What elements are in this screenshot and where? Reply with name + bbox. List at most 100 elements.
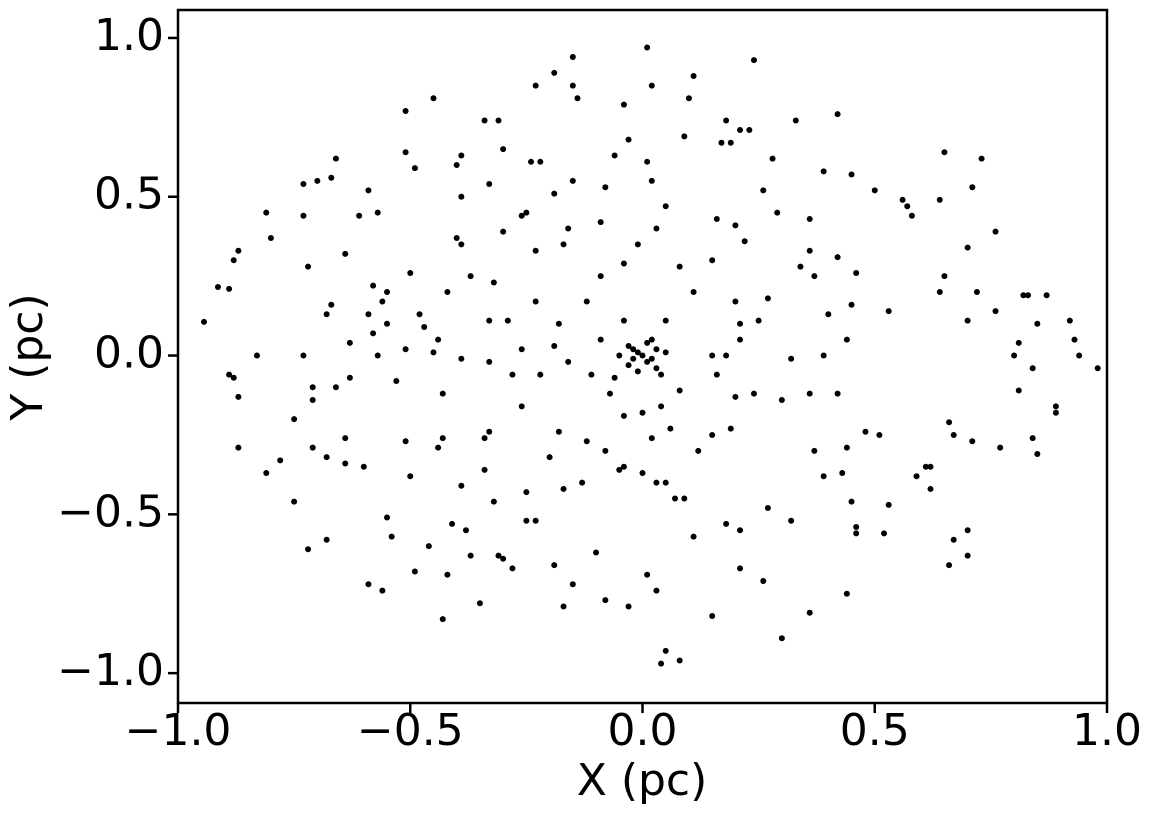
scatter-point [634, 241, 641, 248]
scatter-point [732, 393, 739, 400]
scatter-point [848, 171, 855, 178]
scatter-point [737, 320, 744, 327]
scatter-point [356, 212, 363, 219]
scatter-point [625, 603, 632, 610]
scatter-point [709, 352, 716, 359]
scatter-point [616, 352, 623, 359]
scatter-point [1025, 292, 1032, 299]
scatter-point [1015, 387, 1022, 394]
scatter-point [388, 533, 395, 540]
scatter-point [899, 196, 906, 203]
scatter-point [523, 517, 530, 524]
scatter-point [1052, 409, 1059, 416]
scatter-point [644, 571, 651, 578]
scatter-point [1029, 365, 1036, 372]
x-tick-label: 0.0 [608, 705, 678, 756]
scatter-point [616, 466, 623, 473]
scatter-point [853, 269, 860, 276]
scatter-point [300, 352, 307, 359]
scatter-point [848, 301, 855, 308]
scatter-point [611, 152, 618, 159]
scatter-point [936, 196, 943, 203]
scatter-point [760, 187, 767, 194]
scatter-point [774, 209, 781, 216]
scatter-point [486, 181, 493, 188]
scatter-point [620, 317, 627, 324]
scatter-point [639, 409, 646, 416]
scatter-point [606, 390, 613, 397]
scatter-point [843, 590, 850, 597]
scatter-point [1015, 339, 1022, 346]
scatter-point [574, 95, 581, 102]
scatter-point [806, 609, 813, 616]
scatter-point [662, 349, 669, 356]
scatter-point [305, 546, 312, 553]
scatter-point [528, 158, 535, 165]
scatter-point [644, 158, 651, 165]
scatter-point [407, 473, 414, 480]
scatter-point [806, 215, 813, 222]
scatter-point [927, 485, 934, 492]
scatter-point [620, 412, 627, 419]
scatter-point [648, 336, 655, 343]
scatter-point [402, 346, 409, 353]
scatter-point [439, 390, 446, 397]
scatter-point [653, 346, 660, 353]
scatter-point [300, 212, 307, 219]
scatter-point [444, 289, 451, 296]
scatter-point [1071, 336, 1078, 343]
scatter-point [713, 371, 720, 378]
scatter-point [806, 247, 813, 254]
scatter-point [969, 438, 976, 445]
scatter-point [1034, 451, 1041, 458]
scatter-point [992, 228, 999, 235]
scatter-point [332, 384, 339, 391]
scatter-point [737, 336, 744, 343]
scatter-point [555, 320, 562, 327]
scatter-point [201, 318, 208, 325]
y-axis-label: Y (pc) [2, 293, 53, 421]
scatter-point [565, 225, 572, 232]
scatter-point [235, 247, 242, 254]
scatter-point [1066, 317, 1073, 324]
scatter-point [309, 397, 316, 404]
scatter-point [755, 317, 762, 324]
scatter-point [490, 279, 497, 286]
scatter-point [922, 463, 929, 470]
scatter-point [332, 155, 339, 162]
x-axis-label: X (pc) [577, 755, 708, 806]
scatter-point [658, 660, 665, 667]
scatter-point [746, 127, 753, 134]
y-tick-label: 0.0 [94, 328, 164, 379]
scatter-point [941, 273, 948, 280]
scatter-point [504, 317, 511, 324]
scatter-point [444, 571, 451, 578]
scatter-point [291, 416, 298, 423]
scatter-point [560, 485, 567, 492]
scatter-point [583, 298, 590, 305]
scatter-point [950, 431, 957, 438]
scatter-point [393, 377, 400, 384]
scatter-point [625, 362, 632, 369]
scatter-point [569, 581, 576, 588]
scatter-point [964, 527, 971, 534]
scatter-point [750, 390, 757, 397]
scatter-point [834, 254, 841, 261]
scatter-point [620, 101, 627, 108]
x-tick-label: 0.5 [840, 705, 910, 756]
scatter-point [658, 403, 665, 410]
scatter-point [342, 460, 349, 467]
scatter-point [653, 587, 660, 594]
y-tick-label: 0.5 [94, 169, 164, 220]
scatter-point [323, 454, 330, 461]
scatter-point [644, 44, 651, 51]
scatter-point [709, 257, 716, 264]
scatter-point [927, 463, 934, 470]
scatter-point [839, 470, 846, 477]
scatter-point [346, 339, 353, 346]
scatter-point [407, 269, 414, 276]
scatter-point [778, 635, 785, 642]
scatter-point [314, 177, 321, 184]
scatter-point [360, 463, 367, 470]
